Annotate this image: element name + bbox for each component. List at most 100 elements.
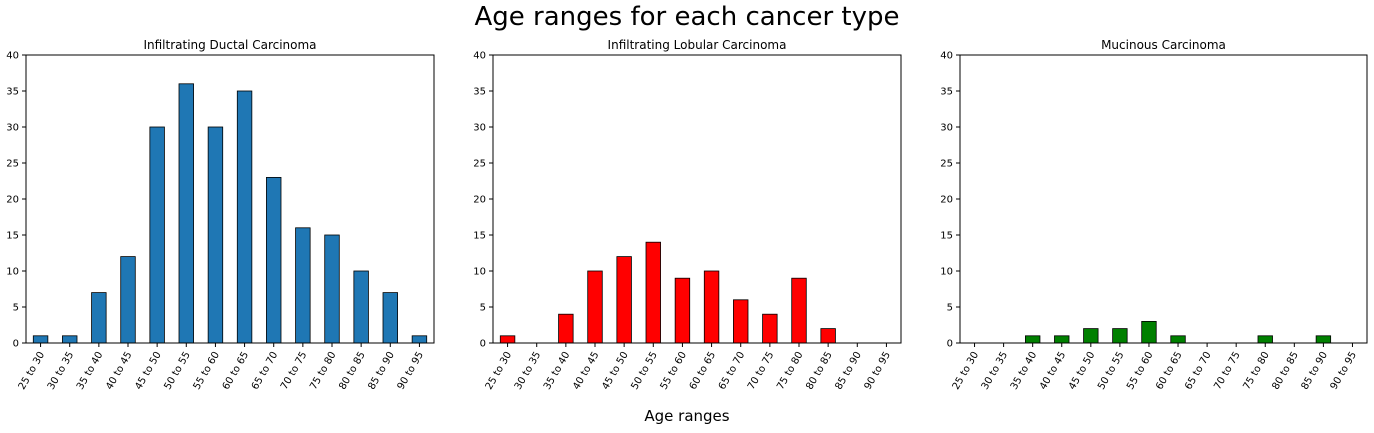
figure-title: Age ranges for each cancer type <box>474 2 900 32</box>
bar <box>1315 335 1332 344</box>
bar <box>703 270 720 344</box>
y-tick-label: 30 <box>940 123 953 134</box>
y-tick-label: 25 <box>6 159 19 170</box>
y-tick-label: 0 <box>13 339 19 350</box>
bar <box>762 313 778 344</box>
y-tick-label: 40 <box>6 51 19 62</box>
y-tick-label: 35 <box>6 87 19 98</box>
y-tick-label: 20 <box>940 195 953 206</box>
bar <box>674 277 691 344</box>
x-tick-label: 50 to 55 <box>1096 350 1126 392</box>
x-tick-label: 25 to 30 <box>484 350 514 392</box>
bar <box>733 299 749 344</box>
bar <box>32 335 49 344</box>
y-tick-label: 40 <box>473 51 486 62</box>
bar <box>353 270 369 344</box>
x-tick-label: 80 to 85 <box>804 350 834 392</box>
x-axis-label: Age ranges <box>644 407 730 425</box>
bar <box>91 292 107 344</box>
x-tick-label: 45 to 50 <box>1067 350 1097 392</box>
x-tick-label: 25 to 30 <box>951 350 981 392</box>
bar <box>382 292 398 344</box>
x-tick-label: 25 to 30 <box>17 350 47 392</box>
y-tick-label: 35 <box>940 87 953 98</box>
x-tick-label: 70 to 75 <box>746 350 776 392</box>
x-tick-label: 35 to 40 <box>1009 350 1039 392</box>
bar <box>587 270 603 344</box>
y-tick-label: 40 <box>940 51 953 62</box>
x-tick-label: 45 to 50 <box>133 350 163 392</box>
y-tick-label: 35 <box>473 87 486 98</box>
x-tick-label: 75 to 80 <box>1241 350 1271 392</box>
x-tick-label: 55 to 60 <box>192 350 222 392</box>
bar <box>1025 335 1041 344</box>
bar <box>236 90 253 344</box>
y-tick-label: 15 <box>6 231 19 242</box>
y-tick-label: 5 <box>13 303 19 314</box>
bar <box>820 328 836 344</box>
x-tick-label: 30 to 35 <box>513 350 543 392</box>
x-tick-label: 80 to 85 <box>1270 350 1300 392</box>
bar <box>1170 335 1186 344</box>
bar <box>295 227 311 344</box>
y-tick-label: 15 <box>473 231 486 242</box>
x-tick-label: 65 to 70 <box>250 350 280 392</box>
x-tick-label: 65 to 70 <box>1183 350 1213 392</box>
bar <box>1141 320 1157 344</box>
y-tick-label: 25 <box>940 159 953 170</box>
bar <box>324 234 340 344</box>
x-tick-label: 50 to 55 <box>162 350 192 392</box>
x-tick-label: 85 to 90 <box>366 350 396 392</box>
y-tick-label: 0 <box>947 339 953 350</box>
x-tick-label: 30 to 35 <box>980 350 1010 392</box>
x-tick-label: 55 to 60 <box>659 350 689 392</box>
x-tick-label: 60 to 65 <box>221 350 251 392</box>
y-tick-label: 30 <box>6 123 19 134</box>
x-tick-label: 55 to 60 <box>1125 350 1155 392</box>
x-tick-label: 50 to 55 <box>629 350 659 392</box>
x-tick-label: 30 to 35 <box>46 350 76 392</box>
bar <box>411 335 428 344</box>
subplot-title: Infiltrating Ductal Carcinoma <box>143 38 316 52</box>
bar <box>266 176 282 344</box>
subplot-title: Infiltrating Lobular Carcinoma <box>608 38 787 52</box>
y-tick-label: 30 <box>473 123 486 134</box>
y-tick-label: 15 <box>940 231 953 242</box>
bar <box>1054 335 1070 344</box>
bar <box>120 256 136 344</box>
x-tick-label: 70 to 75 <box>279 350 309 392</box>
x-tick-label: 60 to 65 <box>688 350 718 392</box>
bar <box>207 126 224 344</box>
bar <box>1083 328 1099 344</box>
plot-frame <box>959 54 1368 344</box>
plot-frame <box>25 54 435 344</box>
bar <box>499 335 516 344</box>
bar <box>1112 328 1128 344</box>
x-tick-label: 40 to 45 <box>1038 350 1068 392</box>
x-tick-label: 90 to 95 <box>1329 350 1359 392</box>
x-tick-label: 45 to 50 <box>600 350 630 392</box>
x-tick-label: 70 to 75 <box>1212 350 1242 392</box>
y-tick-label: 10 <box>6 267 19 278</box>
x-tick-label: 60 to 65 <box>1154 350 1184 392</box>
bar <box>62 335 78 344</box>
x-tick-label: 65 to 70 <box>717 350 747 392</box>
bar <box>616 256 632 344</box>
y-tick-label: 5 <box>480 303 486 314</box>
x-tick-label: 75 to 80 <box>775 350 805 392</box>
y-tick-label: 10 <box>940 267 953 278</box>
x-tick-label: 35 to 40 <box>542 350 572 392</box>
bar <box>149 126 165 344</box>
bar <box>1257 335 1273 344</box>
y-tick-label: 20 <box>473 195 486 206</box>
bar <box>645 241 661 344</box>
subplot-title: Mucinous Carcinoma <box>1101 38 1226 52</box>
x-tick-label: 90 to 95 <box>396 350 426 392</box>
x-tick-label: 40 to 45 <box>571 350 601 392</box>
y-tick-label: 10 <box>473 267 486 278</box>
y-tick-label: 5 <box>947 303 953 314</box>
x-tick-label: 80 to 85 <box>337 350 367 392</box>
x-tick-label: 75 to 80 <box>308 350 338 392</box>
